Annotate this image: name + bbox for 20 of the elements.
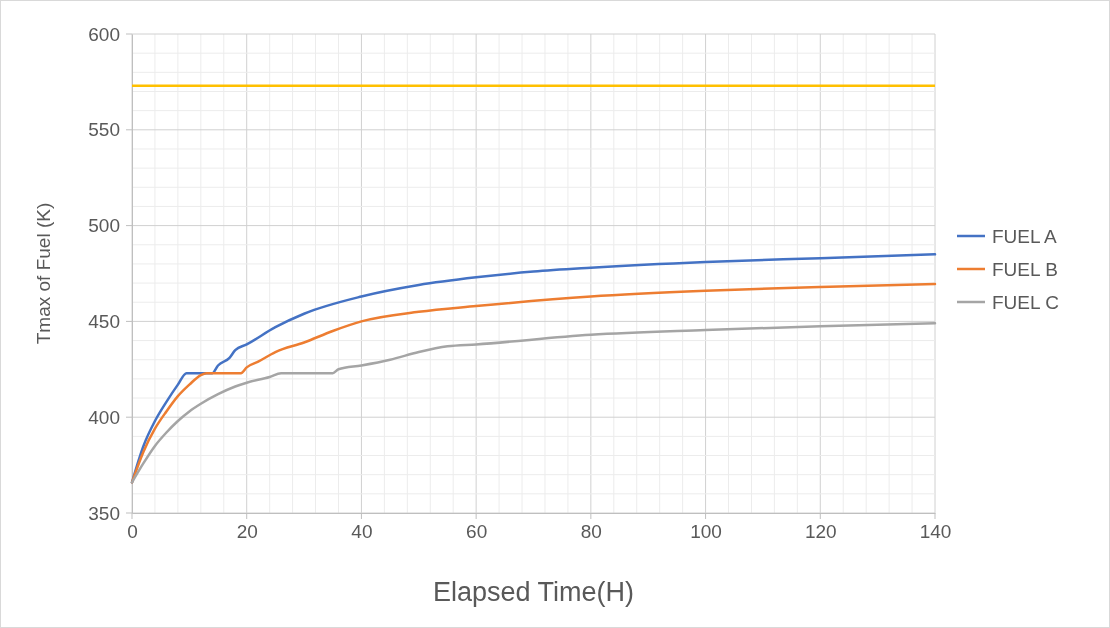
line-series [130, 322, 937, 484]
x-tick-label: 100 [690, 521, 722, 543]
x-tick-label: 60 [466, 521, 488, 543]
x-axis-title: Elapsed Time(H) [432, 577, 635, 607]
x-tick-label: 20 [236, 521, 258, 543]
y-tick-label: 400 [88, 406, 120, 428]
y-tick-label: 600 [88, 23, 120, 45]
y-tick-label: 500 [88, 215, 120, 237]
legend-label: FUEL B [992, 259, 1058, 280]
y-tick-label: 550 [88, 119, 120, 141]
y-tick-label: 350 [88, 502, 120, 524]
x-tick-label: 0 [127, 521, 138, 543]
y-axis-title: Tmax of Fuel (K) [33, 202, 54, 345]
x-tick-label: 80 [580, 521, 602, 543]
x-tick-label: 120 [804, 521, 837, 543]
legend-label: FUEL C [992, 292, 1059, 313]
x-tick-label: 40 [351, 521, 373, 543]
legend-label: FUEL A [992, 226, 1058, 247]
y-tick-label: 450 [88, 310, 120, 332]
x-tick-label: 140 [919, 521, 952, 543]
